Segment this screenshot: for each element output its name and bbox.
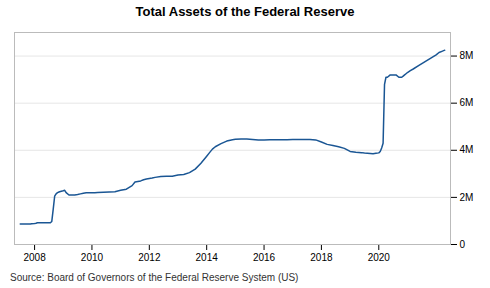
svg-text:2020: 2020 (368, 252, 391, 263)
svg-text:8M: 8M (460, 50, 474, 61)
svg-text:2008: 2008 (23, 252, 46, 263)
svg-text:2M: 2M (460, 192, 474, 203)
svg-text:2012: 2012 (138, 252, 161, 263)
svg-text:6M: 6M (460, 97, 474, 108)
svg-text:2010: 2010 (81, 252, 104, 263)
svg-text:4M: 4M (460, 144, 474, 155)
svg-text:2014: 2014 (196, 252, 219, 263)
svg-text:2018: 2018 (310, 252, 333, 263)
html-text:Total Assets of the Federal Re: Total Assets of the Federal Reserve (135, 4, 355, 19)
svg-text:0: 0 (460, 239, 466, 250)
svg-text:2016: 2016 (253, 252, 276, 263)
html-text:Source: Board of Governors of: Source: Board of Governors of the Federa… (10, 272, 299, 283)
